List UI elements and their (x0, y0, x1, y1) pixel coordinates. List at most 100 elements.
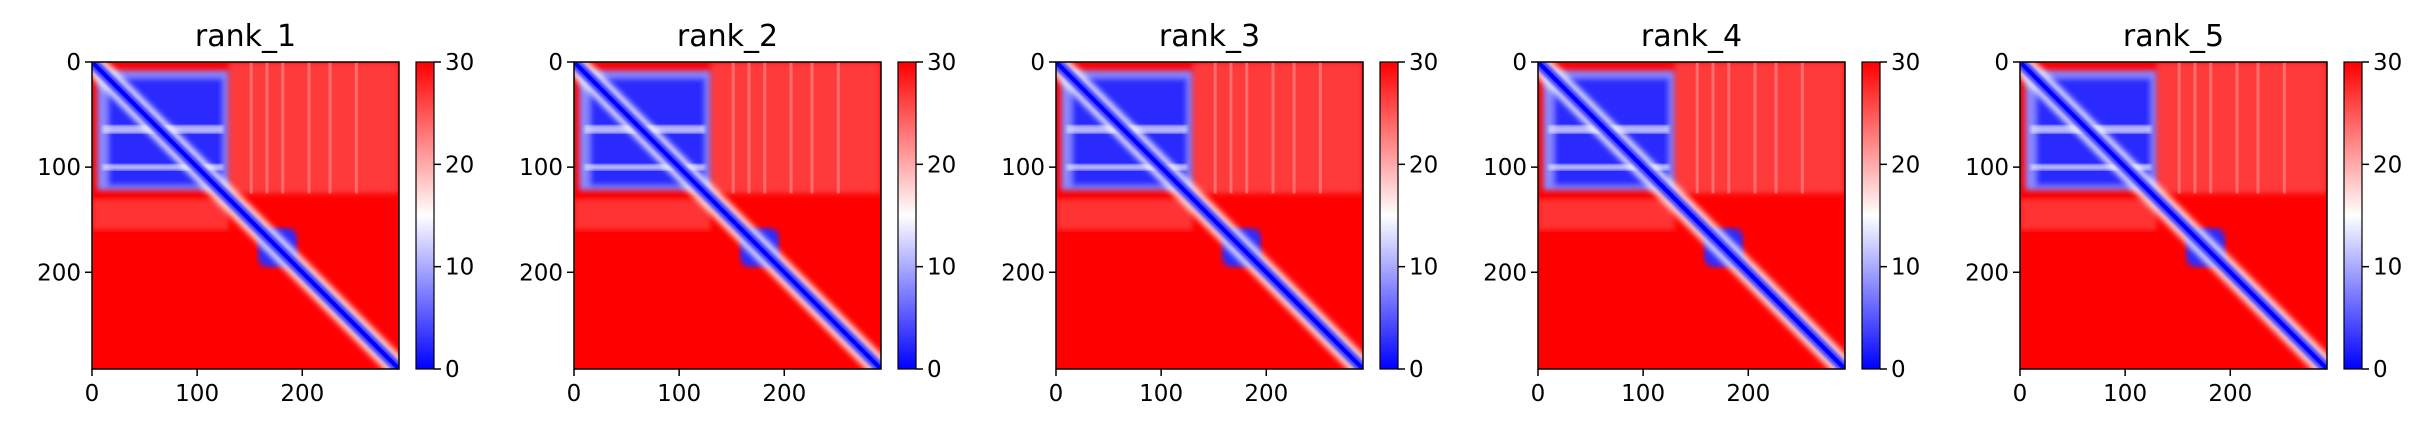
heatmap-streak (731, 62, 735, 194)
colorbar-tick-label: 30 (2373, 50, 2402, 76)
heatmap-streak (265, 62, 269, 194)
heatmap-region-light (1192, 62, 1363, 194)
y-tick-label: 0 (1030, 50, 1045, 76)
panel-3: rank_3 0 100 200 0 100 200 0 10 20 30 (1001, 19, 1438, 407)
y-tick-label: 100 (519, 155, 563, 181)
heatmap-image (2020, 62, 2327, 369)
x-tick-label: 100 (1621, 381, 1665, 407)
colorbar-tick-label: 10 (2373, 255, 2402, 281)
heatmap-streak (307, 62, 311, 194)
panel-4: rank_4 0 100 200 0 100 200 0 10 20 30 (1483, 19, 1920, 407)
heatmap-streak (1292, 62, 1296, 194)
heatmap-streak (1271, 62, 1275, 194)
heatmap-streak (1229, 62, 1233, 194)
heatmap-diagonal-core (574, 62, 881, 369)
colorbar-tick-label: 0 (1409, 357, 1424, 383)
heatmap-streak (1318, 62, 1322, 194)
y-tick-label: 0 (1512, 50, 1527, 76)
heatmap-streak (1753, 62, 1757, 194)
x-tick-label: 0 (1531, 381, 1546, 407)
y-tick-label: 100 (37, 155, 81, 181)
heatmap-image (574, 62, 881, 369)
heatmap-streak (2177, 62, 2181, 194)
axes-frame (91, 61, 400, 370)
heatmap-streak (249, 62, 253, 194)
colorbar-gradient (897, 61, 917, 370)
heatmap-region-light (228, 62, 399, 194)
heatmap-streak (1245, 62, 1249, 194)
panel-title: rank_1 (195, 19, 296, 54)
heatmap-region-light (1538, 198, 1675, 231)
heatmap-region-light (92, 198, 229, 231)
colorbar-gradient (415, 61, 435, 370)
panel-title: rank_3 (1159, 19, 1260, 54)
heatmap-streak (2209, 62, 2213, 194)
colorbar-tick-label: 10 (927, 255, 956, 281)
colorbar: 0 10 20 30 (1379, 50, 1438, 383)
x-tick-label: 0 (2013, 381, 2028, 407)
heatmap-streak (1727, 62, 1731, 194)
colorbar-tick-label: 0 (927, 357, 942, 383)
y-tick-label: 0 (66, 50, 81, 76)
y-tick-label: 200 (1483, 260, 1527, 286)
heatmap-band (102, 163, 224, 171)
y-tick-label: 200 (1965, 260, 2009, 286)
x-tick-label: 200 (762, 381, 806, 407)
colorbar-tick-label: 20 (1891, 152, 1920, 178)
heatmap-band (1548, 163, 1670, 171)
axes-frame (2019, 61, 2328, 370)
colorbar: 0 10 20 30 (415, 50, 474, 383)
panel-2: rank_2 0 100 200 0 100 200 0 10 20 30 (519, 19, 956, 407)
y-tick-label: 100 (1001, 155, 1045, 181)
heatmap-streak (1711, 62, 1715, 194)
y-tick-label: 200 (37, 260, 81, 286)
heatmap-streak (810, 62, 814, 194)
colorbar: 0 10 20 30 (1861, 50, 1920, 383)
heatmap-streak (789, 62, 793, 194)
panel-1: rank_1 0 100 200 0 100 200 0 10 20 30 (37, 19, 474, 407)
colorbar-tick-label: 30 (445, 50, 474, 76)
y-tick-label: 100 (1965, 155, 2009, 181)
heatmap-streak (747, 62, 751, 194)
heatmap-region-light (2156, 62, 2327, 194)
heatmap-image (1538, 62, 1845, 369)
x-tick-label: 100 (2103, 381, 2147, 407)
heatmap-streak (2282, 62, 2286, 194)
colorbar-tick-label: 10 (445, 255, 474, 281)
heatmap-diagonal-core (2020, 62, 2327, 369)
colorbar-tick-label: 20 (927, 152, 956, 178)
colorbar-tick-label: 30 (1891, 50, 1920, 76)
colorbar-tick-label: 20 (2373, 152, 2402, 178)
colorbar-gradient (1861, 61, 1881, 370)
heatmap-diagonal-core (1538, 62, 1845, 369)
heatmap-streak (1800, 62, 1804, 194)
panel-title: rank_5 (2123, 19, 2224, 54)
heatmap-band (2030, 163, 2152, 171)
heatmap-band (1066, 163, 1188, 171)
heatmap-diagonal-core (1056, 62, 1363, 369)
colorbar-tick-label: 0 (2373, 357, 2388, 383)
heatmap-streak (1774, 62, 1778, 194)
heatmap-streak (1695, 62, 1699, 194)
colorbar-tick-label: 10 (1409, 255, 1438, 281)
y-tick-label: 200 (1001, 260, 1045, 286)
colorbar-tick-label: 30 (1409, 50, 1438, 76)
y-tick-label: 100 (1483, 155, 1527, 181)
heatmap-streak (2256, 62, 2260, 194)
colorbar-tick-label: 20 (445, 152, 474, 178)
y-tick-label: 200 (519, 260, 563, 286)
colorbar-tick-label: 20 (1409, 152, 1438, 178)
y-tick-label: 0 (548, 50, 563, 76)
colorbar-gradient (2343, 61, 2363, 370)
heatmap-streak (354, 62, 358, 194)
axes-frame (1055, 61, 1364, 370)
heatmap-region-light (710, 62, 881, 194)
x-tick-label: 100 (657, 381, 701, 407)
colorbar-tick-label: 30 (927, 50, 956, 76)
heatmap-streak (763, 62, 767, 194)
heatmap-streak (281, 62, 285, 194)
x-tick-label: 100 (1139, 381, 1183, 407)
x-tick-label: 200 (2208, 381, 2252, 407)
axes-frame (573, 61, 882, 370)
